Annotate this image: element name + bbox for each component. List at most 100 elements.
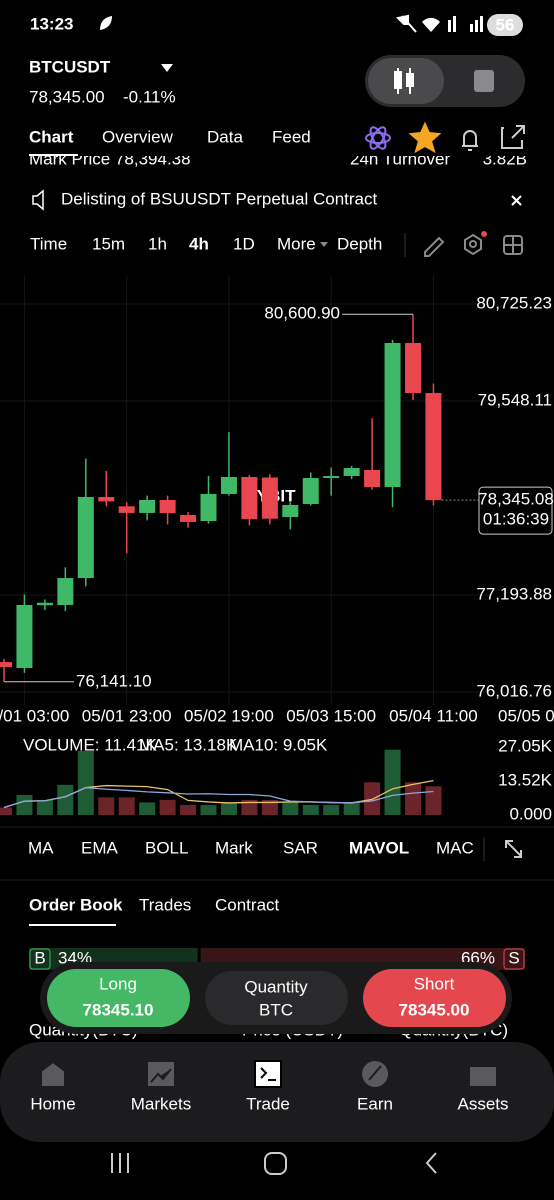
volume-legend: MA5: 13.18K	[139, 735, 238, 754]
long-label[interactable]: Long	[99, 974, 137, 993]
volume-legend: MA10: 9.05K	[229, 735, 328, 754]
quantity-label[interactable]: Quantity	[244, 977, 308, 996]
candle-body	[139, 499, 156, 513]
nav-label[interactable]: Home	[30, 1094, 75, 1113]
back-button[interactable]	[425, 1152, 437, 1174]
interval[interactable]: 1h	[148, 234, 167, 253]
book-tab[interactable]: Order Book	[29, 895, 123, 914]
nav-icon[interactable]	[254, 1060, 282, 1088]
tab[interactable]: Data	[207, 127, 243, 146]
interval[interactable]: More	[277, 234, 316, 253]
high-marker: 80,600.90	[264, 304, 340, 323]
book-tab[interactable]: Trades	[139, 895, 191, 914]
short-button[interactable]	[363, 969, 506, 1027]
volume-bar	[200, 804, 217, 815]
last-price: 78,345.08	[478, 490, 554, 509]
interval[interactable]: Depth	[337, 234, 382, 253]
candle-body	[282, 505, 299, 518]
close-icon[interactable]	[511, 195, 522, 206]
change: -0.11%	[123, 87, 176, 106]
nav-label[interactable]: Earn	[357, 1094, 393, 1113]
indicator-tab[interactable]: Mark	[215, 838, 253, 857]
book-tab[interactable]: Contract	[215, 895, 280, 914]
x-tick-label: 05/02 19:00	[184, 706, 274, 725]
nav-icon[interactable]	[360, 1059, 391, 1089]
nav-label[interactable]: Markets	[131, 1094, 191, 1113]
candle-body	[241, 476, 258, 520]
candle-body	[405, 342, 421, 394]
recents-button[interactable]	[111, 1153, 129, 1173]
tab[interactable]: Feed	[272, 127, 311, 146]
volume-bar	[282, 802, 299, 815]
long-button[interactable]	[47, 969, 190, 1027]
volume-bar	[36, 799, 53, 815]
ticker-text: Mark Price 78,394.38	[29, 149, 191, 168]
volume-bar	[0, 807, 12, 815]
candle-body	[343, 468, 360, 477]
indicator-tab[interactable]: MAC	[436, 838, 474, 857]
volume-bar	[405, 782, 421, 815]
tool-icons	[424, 233, 523, 257]
indicator-tab[interactable]: EMA	[81, 838, 119, 857]
status-icons	[395, 14, 523, 36]
x-tick-label: 05/01 03:00	[0, 706, 69, 725]
candle-body	[180, 514, 197, 522]
short-price[interactable]: 78345.00	[399, 1000, 470, 1019]
y-tick-label: 0.000	[509, 804, 552, 823]
indicator-tab[interactable]: MAVOL	[349, 838, 409, 857]
indicator-tab[interactable]: SAR	[283, 838, 318, 857]
y-tick-label: 80,725.23	[476, 293, 552, 312]
ticker-row: Mark Price 78,394.38 24h Turnover 3.82B	[29, 149, 527, 168]
interval[interactable]: Time	[30, 234, 67, 253]
candle-body	[220, 476, 237, 494]
volume-bar	[77, 750, 94, 815]
volume-bar	[343, 802, 360, 815]
volume-bar	[302, 804, 319, 815]
tab-icons	[365, 121, 525, 154]
dropdown-arrow[interactable]	[161, 64, 173, 72]
ma-line	[3, 786, 434, 809]
long-price[interactable]: 78345.10	[83, 1000, 154, 1019]
short-label[interactable]: Short	[414, 974, 455, 993]
nav-icon[interactable]	[40, 1060, 66, 1088]
nav-label[interactable]: Assets	[457, 1094, 508, 1113]
buy-tag: B	[34, 948, 45, 967]
sell-tag: S	[508, 948, 519, 967]
interval[interactable]: 15m	[92, 234, 125, 253]
last-price-box	[478, 486, 553, 535]
low-marker: 76,141.10	[76, 671, 152, 690]
candle-body	[16, 604, 33, 669]
home-button[interactable]	[264, 1152, 287, 1175]
x-tick-label: 05/01 23:00	[82, 706, 172, 725]
candle-body	[98, 497, 115, 502]
nav-icon[interactable]	[468, 1060, 498, 1088]
interval[interactable]: 4h	[189, 234, 209, 253]
symbol[interactable]: BTCUSDT	[29, 57, 111, 76]
book-icon	[474, 70, 494, 92]
y-tick-label: 76,016.76	[476, 682, 552, 701]
volume-bar	[57, 784, 74, 815]
y-tick-label: 27.05K	[498, 736, 553, 755]
battery: 56	[496, 15, 515, 34]
clock: 13:23	[30, 14, 73, 33]
quantity-input[interactable]	[205, 971, 348, 1025]
price: 78,345.00	[29, 87, 105, 106]
indicator-tab[interactable]: MA	[28, 838, 54, 857]
y-tick-label: 13.52K	[498, 770, 553, 789]
nav-icon[interactable]	[146, 1060, 176, 1088]
tab[interactable]: Overview	[102, 127, 174, 146]
expand-icon[interactable]	[505, 840, 522, 858]
ticker-text: 3.82B	[483, 149, 527, 168]
volume-bar	[261, 799, 278, 815]
candle-body	[36, 602, 53, 606]
candle-body	[57, 578, 74, 605]
interval[interactable]: 1D	[233, 234, 255, 253]
volume-bar	[98, 797, 115, 815]
quantity-unit[interactable]: BTC	[259, 1000, 293, 1019]
nav-label[interactable]: Trade	[246, 1094, 290, 1113]
volume-bar	[118, 797, 135, 815]
notice[interactable]: Delisting of BSUUSDT Perpetual Contract	[61, 189, 377, 208]
tab[interactable]: Chart	[29, 127, 74, 146]
leaf-icon	[100, 16, 112, 30]
indicator-tab[interactable]: BOLL	[145, 838, 188, 857]
